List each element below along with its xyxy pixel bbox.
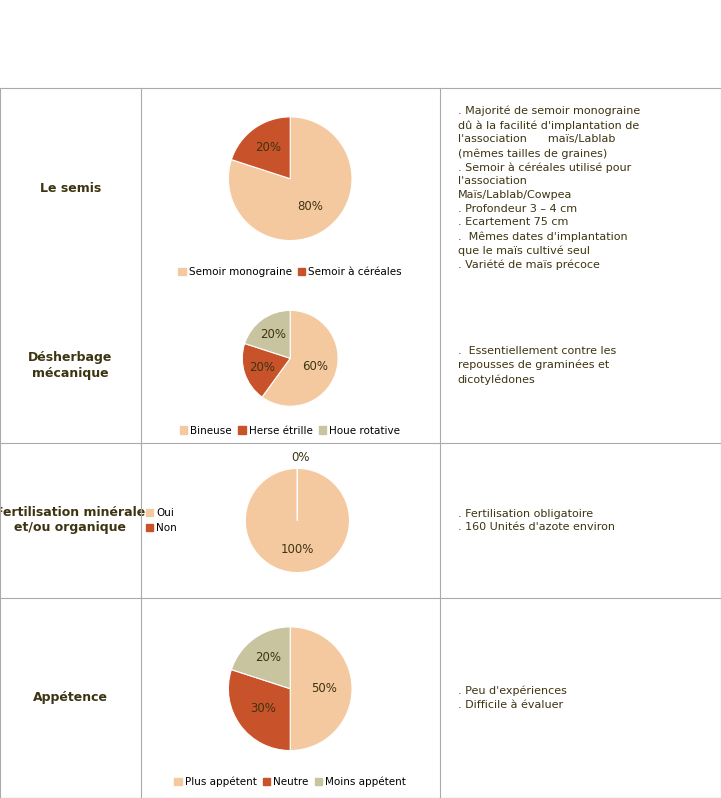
Text: 0%: 0% [291,451,309,464]
Text: 100%: 100% [280,543,314,555]
Text: 50%: 50% [311,682,337,695]
Text: .  Essentiellement contre les
repousses de graminées et
dicotylédones: . Essentiellement contre les repousses d… [458,346,616,385]
Text: . Peu d'expériences
. Difficile à évaluer: . Peu d'expériences . Difficile à évalue… [458,686,567,710]
Text: . Fertilisation obligatoire
. 160 Unités d'azote environ: . Fertilisation obligatoire . 160 Unités… [458,508,615,532]
Text: 20%: 20% [255,651,280,664]
Wedge shape [244,310,291,358]
Wedge shape [231,627,291,689]
Text: 60%: 60% [302,360,328,373]
Text: 30%: 30% [249,702,275,715]
Wedge shape [245,468,350,573]
Legend: Semoir monograine, Semoir à céréales: Semoir monograine, Semoir à céréales [178,267,402,277]
Wedge shape [231,117,291,179]
Text: 20%: 20% [255,141,280,154]
Text: 20%: 20% [260,328,286,341]
Legend: Oui, Non: Oui, Non [146,508,177,533]
Wedge shape [242,343,290,397]
Text: Appétence: Appétence [32,692,108,705]
Wedge shape [290,627,352,751]
Legend: Bineuse, Herse étrille, Houe rotative: Bineuse, Herse étrille, Houe rotative [180,425,400,436]
Wedge shape [229,117,352,240]
Text: Fertilisation minérale
et/ou organique: Fertilisation minérale et/ou organique [0,507,146,535]
Wedge shape [262,310,338,406]
Text: Le semis: Le semis [40,181,101,195]
Text: . Majorité de semoir monograine
dû à la facilité d'implantation de
l'association: . Majorité de semoir monograine dû à la … [458,106,640,271]
Text: 80%: 80% [297,200,323,213]
Text: Désherbage
mécanique: Désherbage mécanique [28,351,112,380]
Legend: Plus appétent, Neutre, Moins appétent: Plus appétent, Neutre, Moins appétent [174,776,406,788]
Text: 20%: 20% [249,361,275,374]
Wedge shape [229,670,290,751]
